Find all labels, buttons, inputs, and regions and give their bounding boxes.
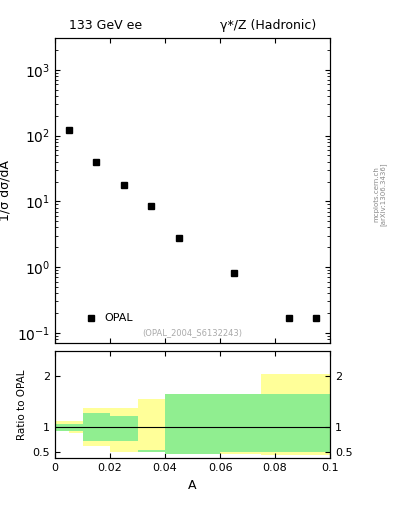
- Bar: [165, 394, 220, 454]
- Bar: [138, 450, 165, 452]
- Bar: [138, 399, 165, 452]
- Text: (OPAL_2004_S6132243): (OPAL_2004_S6132243): [143, 328, 242, 337]
- Bar: [110, 408, 138, 452]
- Bar: [261, 394, 330, 452]
- Bar: [220, 394, 261, 454]
- Bar: [83, 413, 110, 441]
- Bar: [110, 416, 138, 441]
- Text: mcplots.cern.ch: mcplots.cern.ch: [373, 166, 380, 223]
- Bar: [220, 394, 261, 452]
- Text: 133 GeV ee: 133 GeV ee: [69, 19, 142, 32]
- Text: OPAL: OPAL: [105, 313, 133, 323]
- Y-axis label: 1/σ dσ/dA: 1/σ dσ/dA: [0, 160, 11, 221]
- Bar: [165, 394, 220, 454]
- Bar: [55, 424, 69, 431]
- Y-axis label: Ratio to OPAL: Ratio to OPAL: [17, 369, 27, 440]
- Bar: [261, 374, 330, 455]
- Bar: [83, 408, 110, 446]
- Text: [arXiv:1306.3436]: [arXiv:1306.3436]: [380, 163, 387, 226]
- Bar: [55, 421, 69, 431]
- Bar: [69, 424, 83, 431]
- X-axis label: A: A: [188, 479, 197, 492]
- Bar: [69, 421, 83, 433]
- Text: γ*/Z (Hadronic): γ*/Z (Hadronic): [220, 19, 316, 32]
